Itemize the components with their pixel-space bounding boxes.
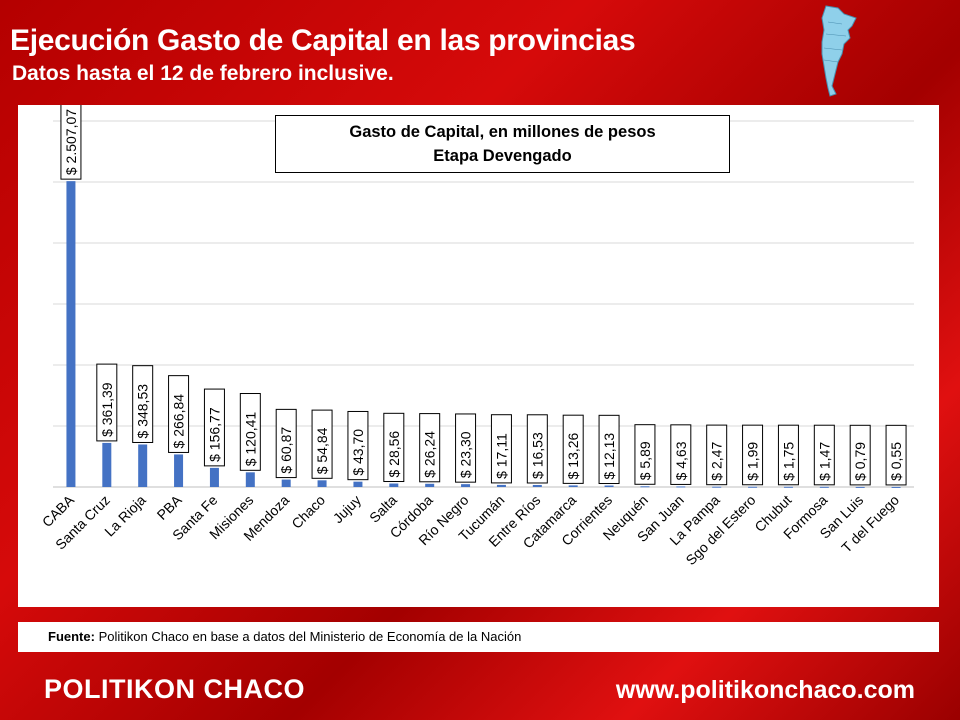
data-label: $ 0,55 [885,424,907,486]
data-label: $ 348,53 [132,365,154,443]
bar [461,484,471,487]
data-label: $ 54,84 [311,409,333,479]
data-label: $ 4,63 [670,424,692,485]
data-label: $ 13,26 [562,414,584,484]
bar [783,486,793,488]
category-label: Chaco [288,492,328,532]
svg-text:$ 0,55: $ 0,55 [888,442,904,481]
data-label: $ 16,53 [526,414,548,484]
category-label: PBA [154,491,186,523]
data-label: $ 1,99 [742,424,764,486]
chart-subtitle: Etapa Devengado [433,147,572,165]
argentina-map-icon [821,5,857,97]
svg-text:$ 28,56: $ 28,56 [386,431,402,478]
bar [245,472,255,487]
data-label: $ 0,79 [849,424,871,486]
data-label: $ 60,87 [275,408,297,479]
data-label: $ 28,56 [383,412,405,483]
svg-text:$ 17,11: $ 17,11 [493,433,509,479]
svg-text:$ 54,84: $ 54,84 [314,427,330,474]
data-label: $ 266,84 [168,375,190,453]
bar [281,479,291,487]
svg-text:$ 26,24: $ 26,24 [422,431,438,478]
bar [66,181,76,487]
bar [532,484,542,487]
source-label: Fuente: [48,629,95,644]
bar [676,486,686,488]
data-label: $ 12,13 [598,414,620,485]
bar [496,484,506,487]
svg-text:$ 361,39: $ 361,39 [99,382,115,437]
bar [640,486,650,488]
svg-text:$ 266,84: $ 266,84 [171,394,187,449]
data-label: $ 2.507,07 [60,105,82,180]
svg-text:$ 23,30: $ 23,30 [458,431,474,478]
svg-text:$ 348,53: $ 348,53 [135,384,151,439]
bar [819,486,829,488]
bar [855,486,865,488]
chart-title: Gasto de Capital, en millones de pesos [349,123,656,141]
bar [317,480,327,487]
svg-text:$ 2,47: $ 2,47 [709,442,725,481]
data-label: $ 5,89 [634,424,656,485]
data-label: $ 1,75 [777,424,799,486]
bar [138,444,148,487]
svg-text:$ 1,75: $ 1,75 [780,442,796,481]
bar [568,485,578,487]
category-label: Jujuy [330,492,364,526]
data-label: $ 17,11 [490,414,512,484]
bar [102,442,112,487]
bar [891,486,901,488]
svg-text:$ 156,77: $ 156,77 [206,407,222,462]
svg-text:$ 0,79: $ 0,79 [852,442,868,481]
svg-text:$ 2.507,07: $ 2.507,07 [63,109,79,175]
svg-text:$ 13,26: $ 13,26 [565,432,581,479]
bar [353,481,363,487]
data-label: $ 23,30 [455,413,477,483]
bar [712,486,722,488]
data-label: $ 120,41 [239,393,261,471]
chart-panel: $ 2.507,07 CABA $ 361,39 Santa Cruz $ 348,53… [18,105,939,607]
chart-title-box: Gasto de Capital, en millones de pesos E… [275,115,730,173]
svg-text:$ 4,63: $ 4,63 [673,441,689,480]
data-label: $ 1,47 [813,424,835,486]
svg-text:$ 43,70: $ 43,70 [350,429,366,476]
page-subtitle: Datos hasta el 12 de febrero inclusive. [12,62,394,85]
bar [604,485,614,487]
data-label: $ 156,77 [203,388,225,467]
svg-text:$ 60,87: $ 60,87 [278,427,294,474]
footer-url[interactable]: www.politikonchaco.com [615,676,915,704]
bar [209,467,219,487]
svg-text:$ 12,13: $ 12,13 [601,433,617,480]
data-label: $ 2,47 [706,424,728,486]
source-note: Fuente: Politikon Chaco en base a datos … [18,622,939,652]
bar [748,486,758,488]
source-text: Politikon Chaco en base a datos del Mini… [94,629,522,644]
data-label: $ 26,24 [419,413,441,483]
footer-brand: POLITIKON CHACO [44,674,305,704]
svg-text:$ 1,99: $ 1,99 [745,442,761,481]
svg-text:$ 120,41: $ 120,41 [242,412,258,467]
data-label: $ 43,70 [347,410,369,481]
page-title: Ejecución Gasto de Capital en las provin… [10,24,636,57]
bar [174,454,184,487]
bar [425,483,435,487]
bar [389,483,399,487]
svg-text:$ 5,89: $ 5,89 [637,441,653,480]
data-label: $ 361,39 [96,363,118,442]
svg-text:$ 1,47: $ 1,47 [816,442,832,481]
svg-text:$ 16,53: $ 16,53 [529,432,545,479]
